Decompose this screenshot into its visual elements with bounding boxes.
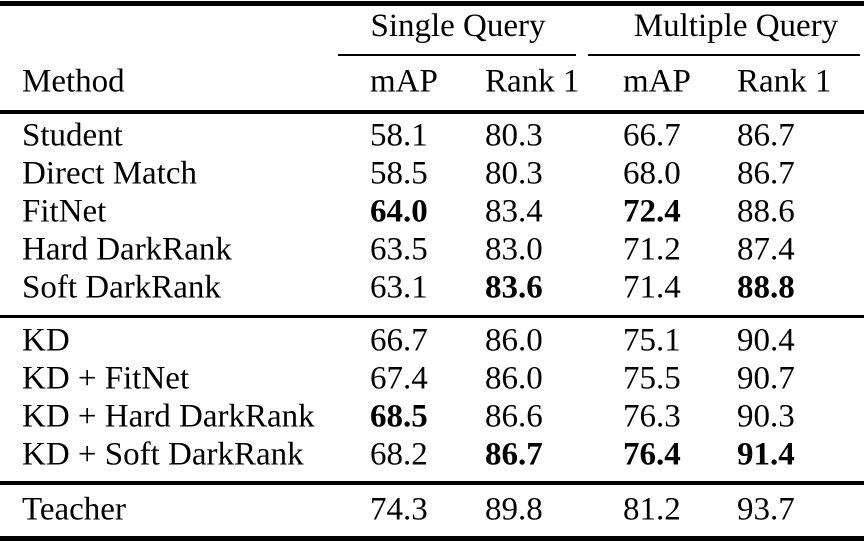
table-row: KD + Soft DarkRank 68.2 86.7 76.4 91.4 [0, 436, 864, 474]
baseline-methods-section: Student 58.1 80.3 66.7 86.7 Direct Match… [0, 117, 864, 307]
value-cell: 68.5 [370, 398, 428, 435]
value-cell: 91.4 [737, 436, 795, 473]
value-cell: 63.1 [370, 269, 428, 306]
section-rule-2 [0, 481, 864, 485]
single-query-cmidrule [338, 54, 576, 56]
value-cell: 90.3 [737, 398, 795, 435]
table-row: KD + FitNet 67.4 86.0 75.5 90.7 [0, 360, 864, 398]
column-group-single-query: Single Query [370, 8, 546, 44]
value-cell: 58.5 [370, 155, 428, 192]
multi-rank1-column-header: Rank 1 [737, 63, 832, 100]
value-cell: 72.4 [623, 193, 681, 230]
table-row: Direct Match 58.5 80.3 68.0 86.7 [0, 155, 864, 193]
value-cell: 80.3 [485, 117, 543, 154]
method-cell: KD [22, 322, 70, 359]
single-map-column-header: mAP [370, 63, 438, 100]
method-cell: FitNet [22, 193, 107, 230]
value-cell: 86.7 [737, 117, 795, 154]
value-cell: 68.0 [623, 155, 681, 192]
value-cell: 90.4 [737, 322, 795, 359]
value-cell: 90.7 [737, 360, 795, 397]
method-cell: KD + Hard DarkRank [22, 398, 315, 435]
value-cell: 86.7 [485, 436, 543, 473]
value-cell: 76.3 [623, 398, 681, 435]
value-cell: 64.0 [370, 193, 428, 230]
value-cell: 58.1 [370, 117, 428, 154]
value-cell: 89.8 [485, 491, 543, 528]
table-top-rule [0, 1, 864, 6]
value-cell: 88.8 [737, 269, 795, 306]
value-cell: 67.4 [370, 360, 428, 397]
value-cell: 63.5 [370, 231, 428, 268]
table-row: KD 66.7 86.0 75.1 90.4 [0, 322, 864, 360]
value-cell: 93.7 [737, 491, 795, 528]
value-cell: 66.7 [370, 322, 428, 359]
value-cell: 86.6 [485, 398, 543, 435]
table-row: Soft DarkRank 63.1 83.6 71.4 88.8 [0, 269, 864, 307]
multi-map-column-header: mAP [623, 63, 691, 100]
value-cell: 68.2 [370, 436, 428, 473]
method-cell: Teacher [22, 491, 126, 528]
method-cell: KD + FitNet [22, 360, 190, 397]
table-row: KD + Hard DarkRank 68.5 86.6 76.3 90.3 [0, 398, 864, 436]
value-cell: 88.6 [737, 193, 795, 230]
value-cell: 86.0 [485, 322, 543, 359]
table-bottom-rule [0, 536, 864, 541]
method-cell: Student [22, 117, 123, 154]
method-cell: Hard DarkRank [22, 231, 232, 268]
value-cell: 75.5 [623, 360, 681, 397]
table-row: Student 58.1 80.3 66.7 86.7 [0, 117, 864, 155]
value-cell: 81.2 [623, 491, 681, 528]
value-cell: 75.1 [623, 322, 681, 359]
value-cell: 74.3 [370, 491, 428, 528]
kd-methods-section: KD 66.7 86.0 75.1 90.4 KD + FitNet 67.4 … [0, 322, 864, 474]
value-cell: 83.6 [485, 269, 543, 306]
value-cell: 71.2 [623, 231, 681, 268]
multiple-query-cmidrule [588, 54, 860, 56]
table-row: FitNet 64.0 83.4 72.4 88.6 [0, 193, 864, 231]
method-cell: KD + Soft DarkRank [22, 436, 304, 473]
column-group-multiple-query: Multiple Query [633, 8, 839, 44]
method-cell: Soft DarkRank [22, 269, 221, 306]
table-row: Teacher 74.3 89.8 81.2 93.7 [0, 488, 864, 532]
value-cell: 83.0 [485, 231, 543, 268]
value-cell: 66.7 [623, 117, 681, 154]
method-column-header: Method [22, 63, 125, 100]
value-cell: 71.4 [623, 269, 681, 306]
table-row: Hard DarkRank 63.5 83.0 71.2 87.4 [0, 231, 864, 269]
value-cell: 86.7 [737, 155, 795, 192]
value-cell: 80.3 [485, 155, 543, 192]
single-rank1-column-header: Rank 1 [485, 63, 580, 100]
value-cell: 83.4 [485, 193, 543, 230]
table-header-row: Method mAP Rank 1 mAP Rank 1 [0, 60, 864, 104]
section-rule-1 [0, 315, 864, 318]
method-cell: Direct Match [22, 155, 198, 192]
value-cell: 86.0 [485, 360, 543, 397]
teacher-section: Teacher 74.3 89.8 81.2 93.7 [0, 488, 864, 532]
header-rule [0, 110, 864, 114]
value-cell: 87.4 [737, 231, 795, 268]
value-cell: 76.4 [623, 436, 681, 473]
